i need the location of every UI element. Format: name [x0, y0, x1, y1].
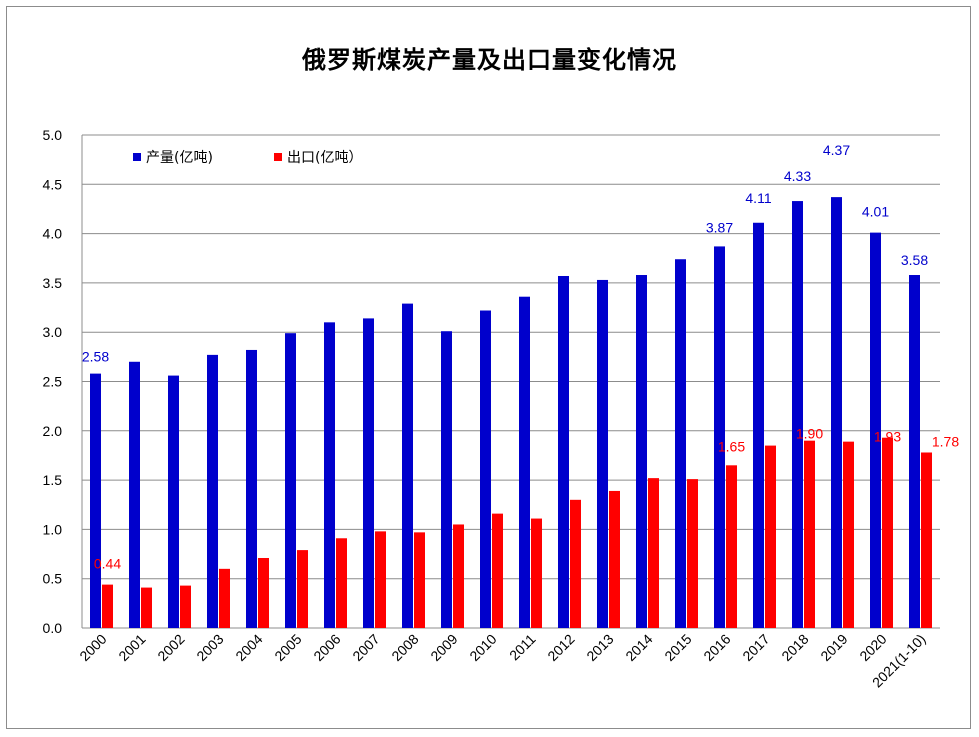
production-data-label: 2.58	[82, 349, 109, 365]
export-bar	[648, 478, 659, 628]
x-tick-label: 2013	[583, 631, 616, 664]
production-bar	[129, 361, 140, 628]
export-bar	[921, 452, 932, 628]
x-axis-ticks: 2000 2001 2002 2003 2004 2005 2006 2007 2008 2009…	[76, 631, 928, 691]
production-bar	[324, 322, 335, 628]
x-tick-label: 2018	[778, 631, 811, 664]
y-tick-label: 1.0	[43, 521, 63, 537]
y-tick-label: 1.5	[43, 472, 63, 488]
x-tick-label: 2017	[739, 631, 772, 664]
export-bar	[102, 584, 113, 628]
data-labels: 2.58 3.87 4.11 4.33 4.37 4.01 3.58 0.44 1.65 1.90…	[82, 142, 959, 571]
chart-title: 俄罗斯煤炭产量及出口量变化情况	[302, 46, 677, 74]
production-bar	[168, 375, 179, 628]
production-bar	[675, 259, 686, 628]
x-tick-label: 2000	[76, 631, 109, 664]
production-data-label: 4.33	[784, 168, 811, 184]
x-tick-label: 2012	[544, 631, 577, 664]
production-data-label: 4.37	[823, 142, 850, 158]
export-bar	[765, 445, 776, 628]
production-data-label: 3.87	[706, 219, 733, 235]
x-tick-label: 2001	[115, 631, 148, 664]
export-data-label: 1.90	[796, 426, 823, 442]
export-bar	[531, 518, 542, 628]
x-tick-label: 2010	[466, 631, 499, 664]
export-bar	[180, 585, 191, 628]
y-tick-label: 4.0	[43, 226, 63, 242]
export-bar	[453, 524, 464, 628]
export-bar	[414, 532, 425, 628]
export-bar	[219, 568, 230, 628]
export-data-label: 0.44	[94, 556, 121, 572]
production-bar	[363, 318, 374, 628]
bars	[90, 197, 932, 629]
production-bar	[597, 279, 608, 628]
production-bar	[831, 197, 842, 629]
legend-swatch	[133, 153, 141, 161]
legend-swatch	[274, 153, 282, 161]
y-tick-label: 3.0	[43, 324, 63, 340]
production-bar	[636, 275, 647, 628]
production-bar	[480, 310, 491, 628]
legend-label: 产量(亿吨)	[146, 150, 213, 166]
export-bar	[726, 465, 737, 628]
export-bar	[297, 550, 308, 628]
y-tick-label: 0.0	[43, 620, 63, 636]
production-bar	[285, 333, 296, 628]
x-tick-label: 2016	[700, 631, 733, 664]
x-tick-label: 2002	[154, 631, 187, 664]
export-bar	[609, 490, 620, 628]
x-tick-label: 2019	[817, 631, 850, 664]
legend-label: 出口(亿吨）	[287, 150, 362, 166]
x-tick-label: 2005	[271, 631, 304, 664]
export-data-label: 1.93	[874, 429, 901, 445]
x-tick-label: 2003	[193, 631, 226, 664]
x-tick-label: 2004	[232, 631, 265, 664]
x-tick-label: 2014	[622, 631, 655, 664]
production-bar	[909, 275, 920, 628]
y-tick-label: 3.5	[43, 275, 63, 291]
legend: 产量(亿吨) 出口(亿吨）	[133, 150, 362, 166]
y-tick-label: 5.0	[43, 127, 63, 143]
export-bar	[258, 557, 269, 628]
production-bar	[558, 275, 569, 628]
export-bar	[882, 437, 893, 628]
production-data-label: 4.11	[745, 190, 771, 206]
export-bar	[141, 587, 152, 628]
export-bar	[843, 441, 854, 628]
x-tick-label: 2006	[310, 631, 343, 664]
y-axis-ticks: 0.0 0.5 1.0 1.5 2.0 2.5 3.0 3.5 4.0 4.5 5.0	[43, 127, 63, 636]
y-tick-label: 2.0	[43, 423, 63, 439]
x-tick-label: 2020	[856, 631, 889, 664]
y-tick-label: 0.5	[43, 571, 63, 587]
production-bar	[441, 331, 452, 628]
production-bar	[207, 354, 218, 628]
x-tick-label: 2011	[506, 631, 539, 664]
x-tick-label: 2009	[427, 631, 460, 664]
x-tick-label: 2015	[661, 631, 694, 664]
x-tick-label: 2008	[388, 631, 421, 664]
export-bar	[336, 538, 347, 628]
export-bar	[375, 531, 386, 628]
production-data-label: 3.58	[901, 252, 928, 268]
export-bar	[570, 499, 581, 628]
export-data-label: 1.78	[932, 433, 959, 449]
export-bar	[687, 479, 698, 628]
export-bar	[804, 440, 815, 628]
production-bar	[519, 296, 530, 628]
production-bar	[753, 222, 764, 628]
production-data-label: 4.01	[862, 204, 889, 220]
x-tick-label: 2007	[349, 631, 382, 664]
production-bar	[714, 246, 725, 628]
production-bar	[90, 373, 101, 628]
production-bar	[402, 303, 413, 628]
production-bar	[792, 201, 803, 628]
y-tick-label: 4.5	[43, 176, 63, 192]
production-bar	[246, 349, 257, 628]
production-bar	[870, 232, 881, 628]
export-data-label: 1.65	[718, 438, 745, 454]
export-bar	[492, 513, 503, 628]
y-tick-label: 2.5	[43, 374, 63, 390]
